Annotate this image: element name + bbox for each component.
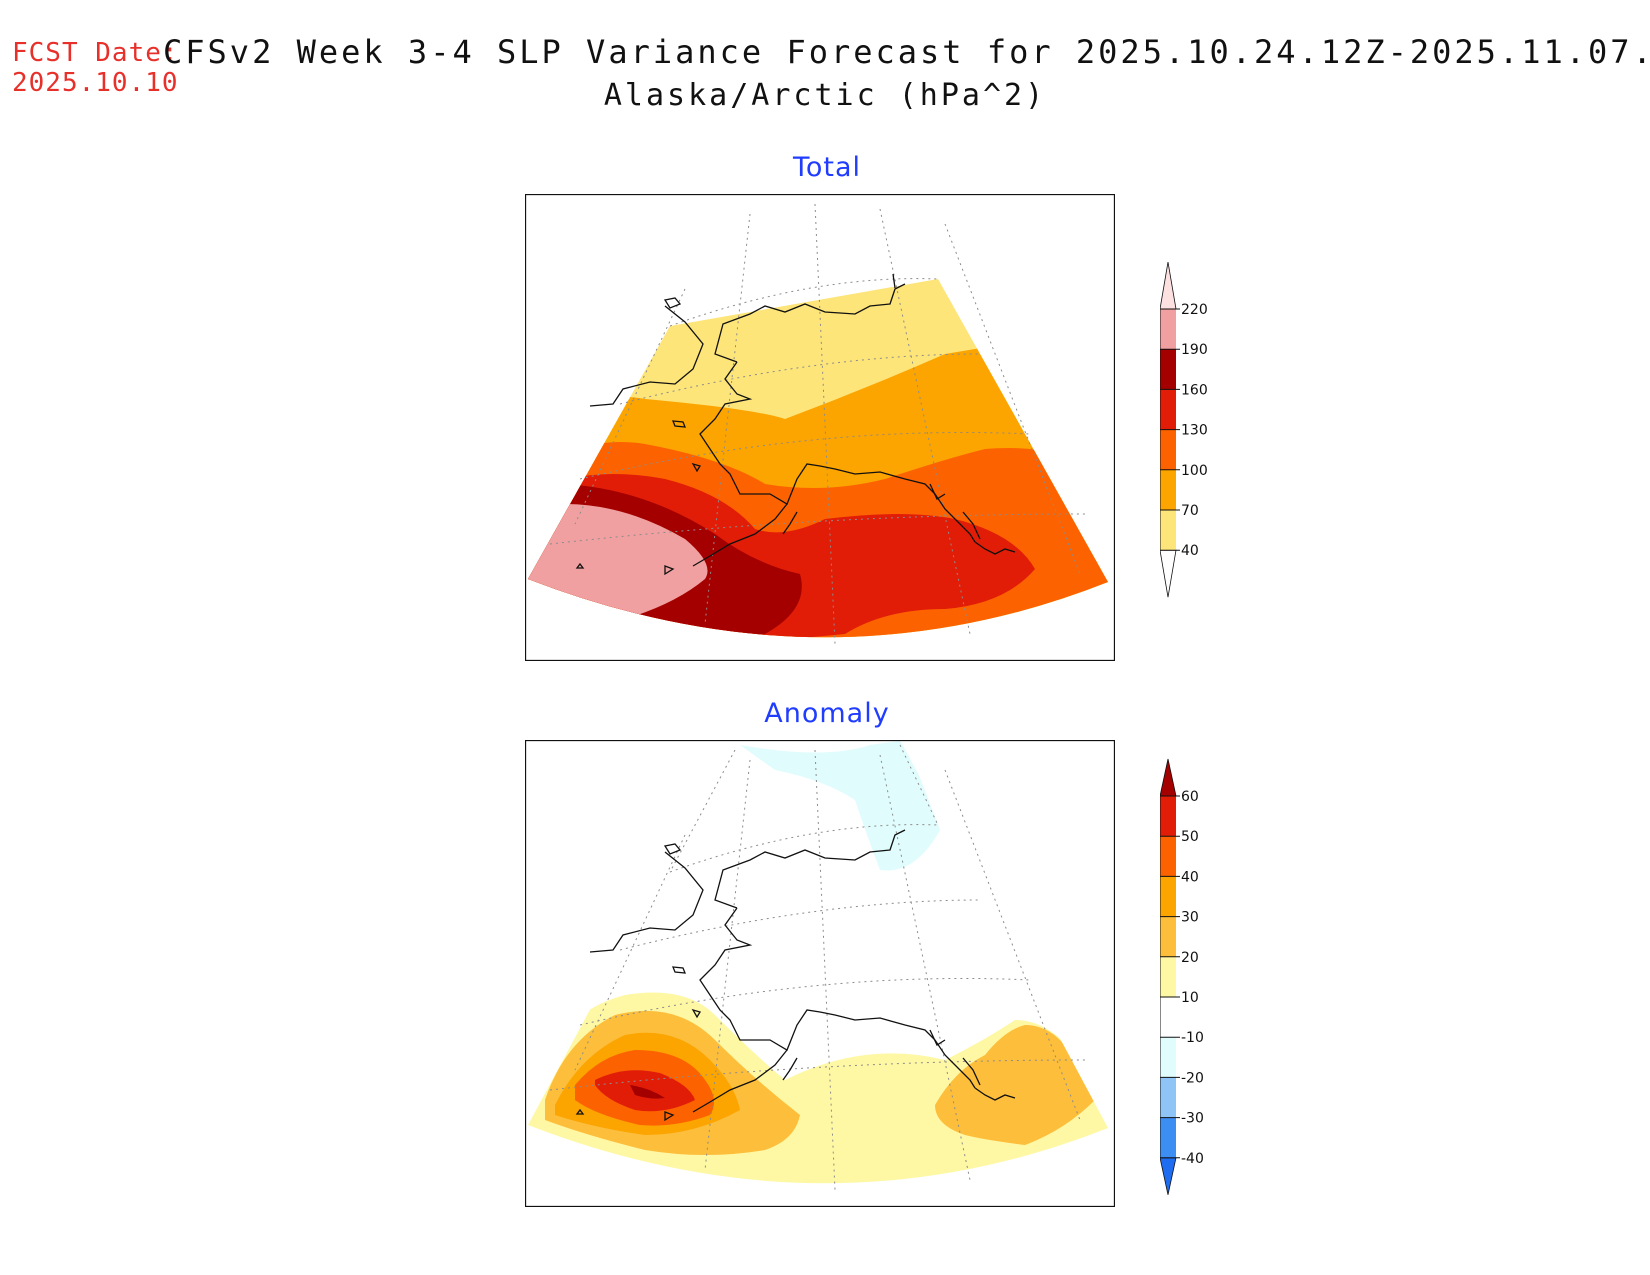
total-colorbar-segment bbox=[1160, 469, 1176, 510]
total-colorbar-label: 70 bbox=[1181, 503, 1199, 519]
total-colorbar-segment bbox=[1160, 389, 1176, 430]
anomaly-colorbar-top-arrow bbox=[1160, 758, 1177, 797]
total-colorbar: 40 70 100 130 160 190 220 bbox=[1160, 262, 1208, 598]
anomaly-map-frame bbox=[525, 740, 1115, 1207]
total-colorbar-label: 190 bbox=[1181, 342, 1208, 358]
anomaly-colorbar-label: -30 bbox=[1181, 1111, 1204, 1127]
panel-title-total: Total bbox=[792, 152, 862, 183]
anomaly-colorbar: -40 -30 -20 -10 10 20 30 40 50 60 bbox=[1160, 758, 1204, 1195]
anomaly-colorbar-label: -40 bbox=[1181, 1151, 1204, 1167]
fcst-date-label: FCST Date: bbox=[12, 38, 179, 68]
total-map bbox=[525, 194, 1115, 661]
anomaly-colorbar-label: 40 bbox=[1181, 869, 1199, 885]
total-colorbar-label: 100 bbox=[1181, 463, 1208, 479]
anomaly-colorbar-label: 50 bbox=[1181, 829, 1199, 845]
total-colorbar-segment bbox=[1160, 429, 1176, 470]
total-colorbar-label: 130 bbox=[1181, 423, 1208, 439]
total-colorbar-segment bbox=[1160, 510, 1176, 551]
total-map-frame bbox=[525, 194, 1115, 661]
anomaly-graticule bbox=[549, 744, 1086, 1191]
anomaly-colorbar-segment bbox=[1160, 1077, 1176, 1118]
fcst-date-value: 2025.10.10 bbox=[12, 68, 179, 98]
anomaly-colorbar-segment bbox=[1160, 876, 1176, 917]
anomaly-colorbar-label: 60 bbox=[1181, 789, 1199, 805]
total-colorbar-segment bbox=[1160, 309, 1176, 350]
total-graticule bbox=[549, 203, 1086, 645]
total-colorbar-label: 160 bbox=[1181, 382, 1208, 398]
anomaly-colorbar-segment bbox=[1160, 836, 1176, 877]
anomaly-colorbar-label: -10 bbox=[1181, 1030, 1204, 1046]
anomaly-colorbar-segment bbox=[1160, 1037, 1176, 1078]
anomaly-map bbox=[525, 740, 1115, 1207]
total-coastlines bbox=[575, 273, 1016, 576]
total-colorbar-segment bbox=[1160, 349, 1176, 390]
sub-title: Alaska/Arctic (hPa^2) bbox=[603, 78, 1047, 113]
panel-title-anomaly: Anomaly bbox=[764, 698, 890, 729]
total-colorbar-label: 40 bbox=[1181, 543, 1199, 559]
total-colorbar-label: 220 bbox=[1181, 302, 1208, 318]
anomaly-colorbar-label: 20 bbox=[1181, 950, 1199, 966]
anomaly-filled-contours bbox=[528, 740, 1108, 1184]
anomaly-colorbar-segment bbox=[1160, 916, 1176, 957]
anomaly-colorbar-label: -20 bbox=[1181, 1070, 1204, 1086]
anomaly-colorbar-label: 10 bbox=[1181, 990, 1199, 1006]
anomaly-colorbar-bottom-arrow bbox=[1160, 1157, 1177, 1195]
anomaly-colorbar-segment bbox=[1160, 1117, 1176, 1158]
anomaly-colorbar-label: 30 bbox=[1181, 910, 1199, 926]
total-colorbar-bottom-arrow bbox=[1160, 549, 1177, 598]
anomaly-coastlines bbox=[575, 829, 1016, 1122]
total-colorbar-top-arrow bbox=[1160, 262, 1177, 310]
anomaly-colorbar-segment bbox=[1160, 956, 1176, 997]
anomaly-colorbar-segment bbox=[1160, 796, 1176, 837]
anomaly-colorbar-segment bbox=[1160, 997, 1176, 1038]
main-title: CFSv2 Week 3-4 SLP Variance Forecast for… bbox=[163, 33, 1650, 71]
